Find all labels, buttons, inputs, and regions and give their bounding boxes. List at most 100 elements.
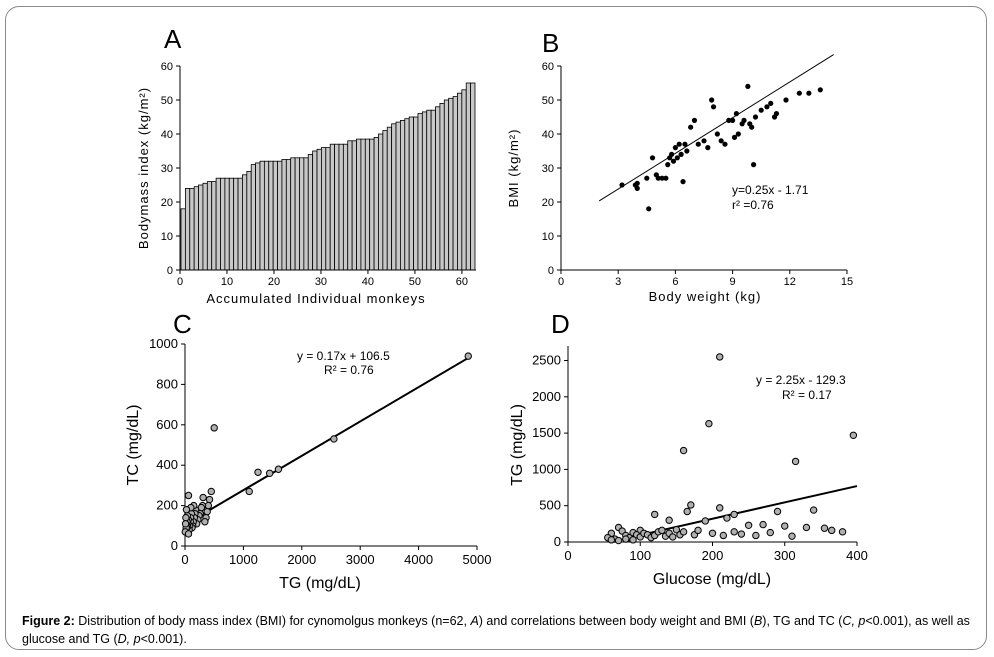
data-point	[768, 100, 774, 106]
data-point	[678, 151, 684, 157]
bar	[206, 181, 213, 271]
panel-a-x-tick-label: 10	[221, 276, 233, 288]
data-point	[744, 521, 753, 530]
panel-a-y-tick-label: 50	[161, 95, 173, 107]
data-point	[758, 107, 764, 113]
panel-c-trendline	[184, 357, 469, 526]
data-point	[665, 162, 671, 168]
panel-c-points	[181, 352, 472, 538]
panel-b-r-squared: r² =0.76	[732, 198, 774, 212]
bar	[443, 99, 450, 271]
panel-c-y-tick-label: 200	[156, 498, 178, 513]
data-point	[687, 501, 695, 509]
caption-text-3: ), TG and TC (	[762, 614, 843, 628]
bar	[325, 147, 331, 271]
data-point	[781, 522, 789, 530]
panel-d-y-tick-label: 1000	[532, 461, 561, 476]
panel-a: A 0 10 20 30 40 50 60 0 10 20 30 40 50 60 Accumulated…	[136, 24, 476, 306]
data-point	[663, 175, 669, 181]
bar	[220, 177, 226, 271]
data-point	[207, 487, 215, 496]
panel-c-ticks: 0 1000 2000 3000 4000 5000 0 200 400 600 800 1000	[149, 336, 491, 567]
panel-d-points	[604, 353, 858, 545]
panel-a-bars	[180, 82, 476, 271]
panel-d-y-tick-label: 0	[554, 534, 561, 549]
figure-caption: Figure 2: Distribution of body mass inde…	[22, 612, 972, 648]
bar	[224, 177, 230, 271]
panel-letter-a: A	[164, 24, 182, 54]
data-point	[634, 180, 640, 186]
bar	[303, 157, 309, 271]
bar	[250, 164, 256, 271]
panel-d-x-tick-label: 100	[629, 548, 651, 563]
panel-c: C 0 1000 2000 3000 4000 5000 0 200 400 600 800 1000…	[125, 309, 491, 592]
panel-c-x-tick-label: 4000	[404, 552, 433, 567]
data-point	[764, 104, 770, 110]
data-point	[773, 111, 780, 117]
bar	[347, 140, 353, 271]
bar	[408, 116, 414, 271]
panel-b: B 0 3 6 9 12 15 0 10 20 30 40 50 60 y=0.25x - 1.71 r…	[506, 28, 853, 304]
panel-d-x-tick-label: 200	[702, 548, 724, 563]
data-point	[274, 465, 283, 473]
panel-a-x-tick-label: 20	[268, 276, 280, 288]
panel-d-y-tick-label: 500	[539, 498, 561, 513]
data-point	[688, 124, 694, 130]
bar	[378, 133, 384, 271]
panel-b-points	[619, 83, 823, 212]
bar	[211, 181, 217, 271]
data-point	[634, 185, 640, 191]
panel-a-ylabel: Bodymass index (kg/m²)	[136, 87, 151, 249]
bar	[329, 143, 335, 271]
data-point	[817, 87, 823, 93]
data-point	[849, 431, 858, 439]
data-point	[622, 535, 630, 543]
data-point	[828, 526, 836, 535]
caption-label: Figure 2:	[22, 614, 75, 628]
panel-a-y-tick-label: 30	[161, 163, 173, 175]
panel-d-y-tick-label: 2500	[532, 353, 561, 368]
data-point	[672, 525, 681, 534]
bar	[277, 160, 283, 271]
data-point	[651, 510, 659, 519]
panel-c-y-tick-label: 400	[156, 457, 178, 472]
data-point	[691, 117, 698, 123]
bar	[228, 177, 235, 271]
bar	[281, 159, 287, 271]
bar	[439, 103, 445, 271]
panel-b-y-tick-label: 50	[542, 95, 554, 107]
panel-b-x-tick-label: 12	[784, 276, 796, 288]
data-point	[718, 138, 724, 144]
bar	[452, 96, 458, 271]
panel-b-ylabel: BMI (kg/m²)	[506, 129, 521, 208]
data-point	[655, 175, 661, 181]
data-point	[726, 117, 732, 123]
data-point	[705, 145, 711, 151]
panel-a-y-tick-label: 60	[161, 61, 173, 73]
bar	[198, 184, 204, 271]
data-point	[745, 83, 751, 89]
data-point	[705, 419, 713, 428]
data-point	[730, 528, 738, 536]
data-point	[203, 507, 211, 516]
data-point	[665, 516, 673, 524]
bar	[461, 89, 467, 271]
bar	[189, 187, 195, 271]
panel-b-y-tick-label: 20	[542, 197, 554, 209]
caption-p-1: p	[854, 614, 866, 628]
panel-c-x-tick-label: 1000	[229, 552, 258, 567]
bar	[448, 97, 454, 271]
data-point	[749, 124, 755, 130]
data-point	[181, 520, 190, 528]
data-point	[809, 506, 818, 514]
data-point	[649, 155, 656, 161]
bar	[246, 170, 252, 271]
bar	[237, 177, 243, 271]
caption-text-1: Distribution of body mass index (BMI) fo…	[74, 614, 471, 628]
panel-d-x-tick-label: 400	[846, 548, 868, 563]
bar	[215, 177, 221, 271]
bar	[334, 143, 340, 271]
panel-a-x-tick-label: 60	[456, 276, 468, 288]
data-point	[210, 424, 218, 432]
